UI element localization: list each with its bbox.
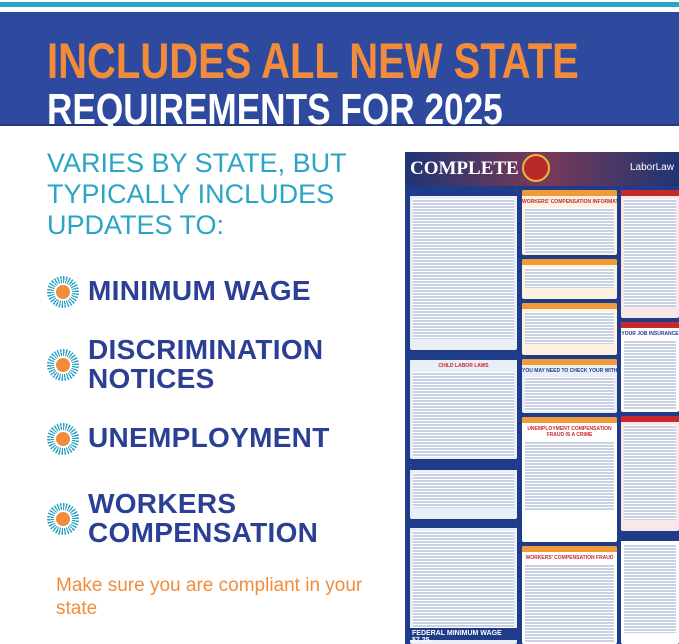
sunburst-icon (47, 349, 79, 381)
bullet-discrimination: DISCRIMINATION NOTICES (47, 335, 337, 393)
panel-heading: WORKERS' COMPENSATION FRAUD (525, 555, 614, 561)
panel-heading: CHILD LABOR LAWS (438, 363, 489, 369)
panel-withholding: YOU MAY NEED TO CHECK YOUR WITHHOLDING (522, 359, 617, 413)
sunburst-icon (47, 503, 79, 535)
panel-notice (522, 259, 617, 299)
panel-heading: YOU MAY NEED TO CHECK YOUR WITHHOLDING (522, 368, 617, 374)
sunburst-icon (47, 276, 79, 308)
headline-line2: REQUIREMENTS FOR 2025 (47, 85, 503, 134)
panel-federal-min-wage (410, 522, 517, 644)
panel-heading: UNEMPLOYMENT COMPENSATION FRAUD IS A CRI… (527, 426, 612, 438)
seal-icon (522, 154, 550, 182)
panel-employee-rights (621, 416, 679, 531)
bullet-label: DISCRIMINATION NOTICES (88, 334, 324, 394)
poster-brand: LaborLaw (630, 162, 674, 173)
panel-osha (621, 535, 679, 644)
panel-workers-comp-info: WORKERS' COMPENSATION INFORMATION (522, 190, 617, 255)
panel-polygraph (410, 464, 517, 519)
panel-heading: WORKERS' COMPENSATION INFORMATION (522, 199, 617, 205)
intro-text: VARIES BY STATE, BUT TYPICALLY INCLUDES … (47, 148, 347, 240)
bullet-label: UNEMPLOYMENT (88, 422, 330, 453)
poster-title: COMPLETE (410, 158, 519, 179)
bullet-unemployment: UNEMPLOYMENT (47, 423, 330, 455)
sunburst-icon (47, 423, 79, 455)
headline-line1: INCLUDES ALL NEW STATE (47, 33, 579, 89)
panel-child-labor: CHILD LABOR LAWS (410, 354, 517, 459)
panel-eeo (410, 190, 517, 350)
bullet-label: MINIMUM WAGE (88, 275, 311, 306)
top-stripe (0, 2, 679, 7)
bullet-label: WORKERS COMPENSATION (88, 488, 319, 548)
panel-payday (522, 303, 617, 355)
panel-unemployment-fraud: UNEMPLOYMENT COMPENSATION FRAUD IS A CRI… (522, 417, 617, 542)
poster-header: COMPLETE LaborLaw (405, 152, 679, 186)
panel-rights (621, 190, 679, 318)
bullet-minimum-wage: MINIMUM WAGE (47, 276, 311, 308)
headline-banner: INCLUDES ALL NEW STATE REQUIREMENTS FOR … (0, 12, 679, 134)
panel-heading: YOUR JOB INSURANCE (621, 331, 679, 337)
footer-note: Make sure you are compliant in your stat… (56, 575, 363, 619)
federal-min-wage-heading: FEDERAL MINIMUM WAGE $7.25 (410, 628, 517, 644)
panel-wc-fraud: WORKERS' COMPENSATION FRAUD (522, 546, 617, 644)
poster-image: COMPLETE LaborLaw CHILD LABOR LAWS FEDER… (405, 152, 679, 644)
panel-job-insurance: YOUR JOB INSURANCE (621, 322, 679, 412)
bullet-workers-comp: WORKERS COMPENSATION (47, 489, 327, 547)
